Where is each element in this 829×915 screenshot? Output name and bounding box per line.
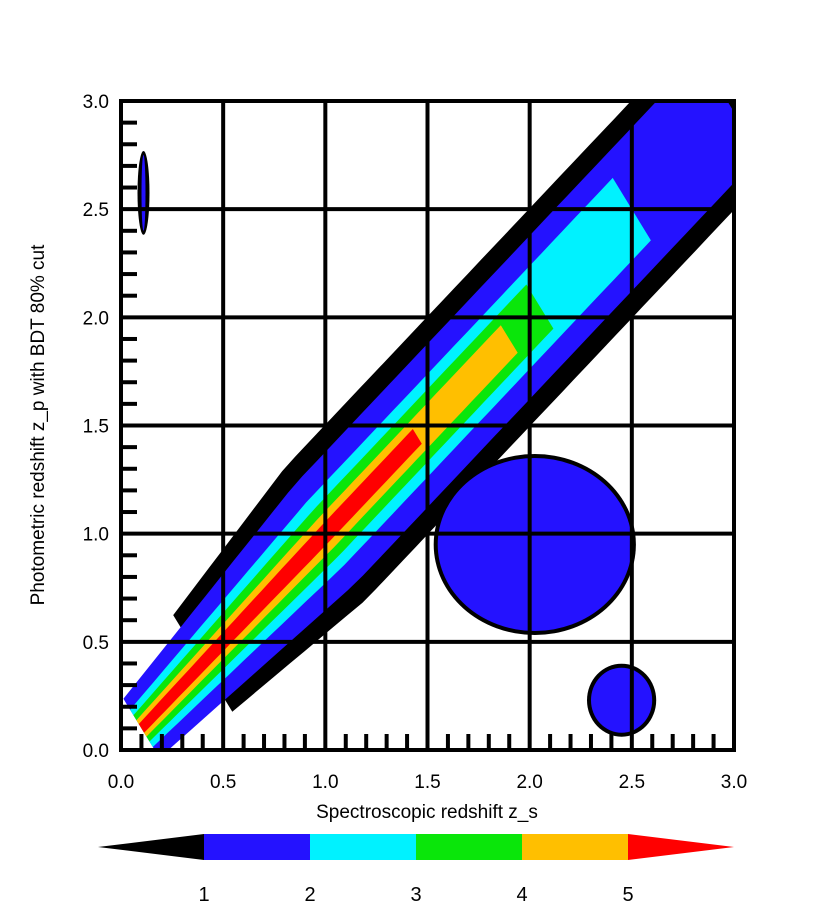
y-tick-label: 0.0 [83,741,109,762]
x-tick-label: 2.5 [619,772,645,793]
x-tick-label: 1.5 [414,772,440,793]
y-tick-label: 2.5 [83,200,109,221]
density-band-level-5 [138,429,422,733]
colorbar-segment [416,834,522,860]
x-tick-label: 1.0 [312,772,338,793]
y-tick-label: 0.5 [83,633,109,654]
colorbar-label: 2 [304,884,315,906]
y-tick-label: 1.0 [83,525,109,546]
y-axis-title: Photometric redshift z_p with BDT 80% cu… [28,244,49,606]
outlier-region-2 [437,458,632,631]
colorbar-segment [522,834,628,860]
colorbar-extend-high [628,834,734,860]
colorbar-labels: 1 2 3 4 5 [198,884,633,906]
colorbar-segment [310,834,416,860]
outlier-region-0 [141,155,146,231]
y-tick-label: 2.0 [83,308,109,329]
x-tick-label: 2.0 [516,772,542,793]
x-tick-label: 3.0 [721,772,747,793]
minor-ticks [121,120,716,750]
colorbar-extend-low [98,834,204,860]
outlier-region-1 [591,667,653,733]
grid-lines [121,101,734,750]
colorbar-label: 5 [622,884,633,906]
colorbar-label: 3 [410,884,421,906]
colorbar [98,834,734,860]
plot-area [119,99,736,752]
x-tick-labels: 0.0 0.5 1.0 1.5 2.0 2.5 3.0 [108,772,747,793]
y-tick-label: 3.0 [83,92,109,113]
y-tick-labels: 0.0 0.5 1.0 1.5 2.0 2.5 3.0 [83,92,109,762]
plot-frame [119,99,736,752]
x-axis-title: Spectroscopic redshift z_s [316,802,538,823]
y-tick-label: 1.5 [83,417,109,438]
colorbar-segment [204,834,310,860]
x-tick-label: 0.0 [108,772,134,793]
colorbar-label: 4 [516,884,527,906]
x-tick-label: 0.5 [210,772,236,793]
colorbar-label: 1 [198,884,209,906]
